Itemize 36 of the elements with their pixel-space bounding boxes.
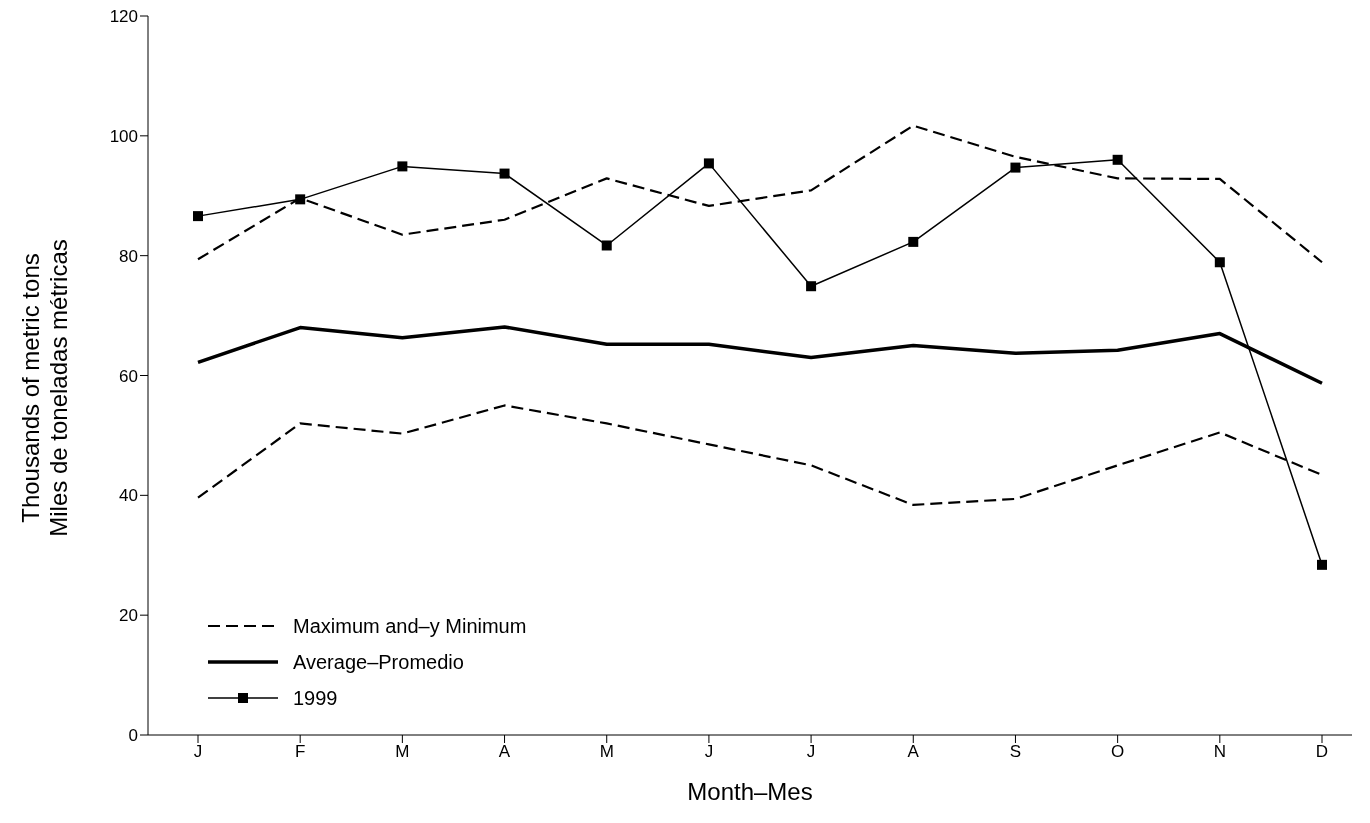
y-tick-label: 120 (109, 7, 138, 27)
x-tick-label: A (498, 742, 511, 762)
point (397, 161, 408, 172)
y-axis-title: Thousands of metric tons Miles de toneladas métricas (17, 239, 72, 537)
point (601, 240, 612, 251)
point (1317, 559, 1327, 570)
x-tick-label: A (907, 742, 920, 762)
x-tick-label: F (294, 742, 306, 762)
x-tick-label: M (599, 742, 614, 762)
x-tick-label: J (806, 742, 816, 762)
x-tick-label: N (1213, 742, 1226, 762)
y-tick-label: 100 (109, 126, 138, 146)
point (295, 194, 306, 205)
x-tick-label: J (704, 742, 714, 762)
point (499, 168, 510, 179)
point (703, 158, 714, 169)
point (908, 236, 919, 247)
legend-label: 1999 (293, 686, 338, 710)
y-tick-label: 0 (128, 726, 138, 746)
x-tick-label: J (193, 742, 203, 762)
x-tick-label: M (395, 742, 410, 762)
legend-label: Average–Promedio (293, 650, 464, 674)
y-tick-label: 20 (119, 606, 138, 626)
y-tick-label: 60 (119, 366, 138, 386)
point (193, 211, 203, 222)
y-tick-label: 40 (119, 486, 138, 506)
point (806, 281, 817, 292)
x-tick-label: D (1315, 742, 1329, 762)
point (1214, 257, 1225, 268)
legend-label: Maximum and–y Minimum (293, 614, 527, 638)
x-axis-title: Month–Mes (687, 778, 813, 805)
point (1112, 154, 1123, 165)
x-tick-label: S (1009, 742, 1022, 762)
x-tick-label: O (1111, 742, 1125, 762)
y-tick-label: 80 (119, 246, 138, 266)
point (1010, 162, 1021, 173)
